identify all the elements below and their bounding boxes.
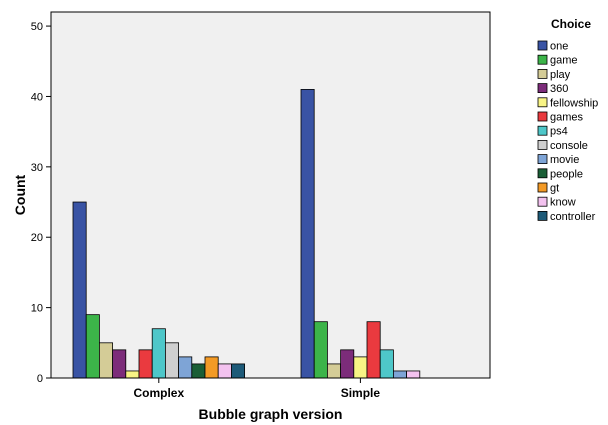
y-tick-label: 0 (37, 373, 43, 385)
legend-swatch-game (537, 54, 548, 65)
y-ticks-group: 0 10 20 30 40 50 (31, 21, 51, 385)
bar-simple-play (326, 363, 341, 379)
bar-simple-game (313, 321, 328, 379)
legend: Choice one game play 360 fellowship games ps4 c… (537, 17, 598, 223)
bar-simple-games (366, 321, 381, 379)
legend-label-gt: gt (550, 183, 559, 195)
legend-label-game: game (550, 55, 578, 67)
bar-complex-fellowship (125, 370, 140, 379)
bar-simple-360 (340, 349, 355, 379)
legend-swatch-fellowship (537, 97, 548, 108)
bar-complex-movie (178, 356, 193, 379)
plot-area (50, 11, 491, 379)
legend-label-people: people (550, 168, 583, 180)
bar-simple-fellowship (353, 356, 368, 379)
legend-label-know: know (550, 197, 576, 209)
x-tick-label-complex: Complex (133, 386, 184, 400)
bar-complex-people (191, 363, 206, 379)
y-tick-label: 10 (31, 303, 43, 315)
bar-complex-360 (112, 349, 127, 379)
legend-label-games: games (550, 112, 584, 124)
y-tick-label: 50 (31, 21, 43, 33)
bar-simple-ps4 (379, 349, 394, 379)
legend-label-fellowship: fellowship (550, 97, 598, 109)
bar-complex-gt (204, 356, 219, 379)
legend-swatch-one (537, 40, 548, 51)
bar-complex-play (99, 342, 114, 379)
bar-simple-know (406, 370, 421, 379)
legend-label-360: 360 (550, 83, 568, 95)
legend-swatch-movie (537, 154, 548, 165)
bar-complex-games (138, 349, 153, 379)
legend-label-play: play (550, 69, 571, 81)
y-tick-label: 40 (31, 91, 43, 103)
legend-label-one: one (550, 41, 568, 53)
y-tick-label: 30 (31, 162, 43, 174)
legend-label-movie: movie (550, 154, 579, 166)
bar-complex-know (217, 363, 232, 379)
x-axis-title: Bubble graph version (199, 406, 343, 422)
legend-label-ps4: ps4 (550, 126, 568, 138)
legend-label-controller: controller (550, 211, 596, 223)
legend-label-console: console (550, 140, 588, 152)
bar-simple-movie (392, 370, 407, 379)
legend-swatch-ps4 (537, 125, 548, 136)
legend-swatch-controller (537, 210, 548, 221)
bar-complex-one (72, 201, 87, 379)
x-ticks-group: Complex Simple (133, 378, 380, 400)
legend-swatch-games (537, 111, 548, 122)
bars-group (72, 89, 421, 379)
bar-complex-console (164, 342, 179, 379)
y-axis-title: Count (12, 174, 28, 215)
legend-swatch-people (537, 168, 548, 179)
x-tick-label-simple: Simple (341, 386, 381, 400)
bar-simple-one (300, 89, 315, 379)
legend-swatch-play (537, 69, 548, 79)
legend-swatch-gt (537, 182, 548, 193)
bar-complex-game (85, 314, 100, 379)
bar-complex-ps4 (151, 328, 166, 379)
y-tick-label: 20 (31, 232, 43, 244)
bar-complex-controller (230, 363, 245, 379)
legend-swatch-know (537, 196, 548, 207)
legend-swatch-console (537, 139, 548, 150)
legend-title: Choice (551, 17, 591, 31)
legend-swatch-360 (537, 83, 548, 93)
